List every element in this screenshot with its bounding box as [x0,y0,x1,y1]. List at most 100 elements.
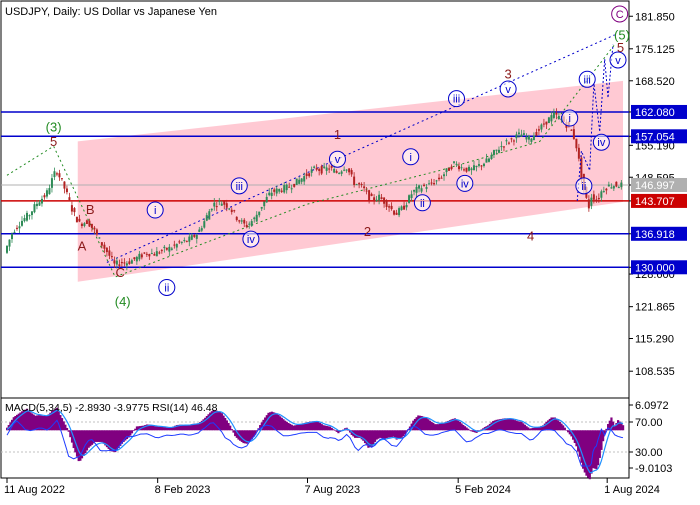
candle-body [6,245,8,253]
macd-bar [397,430,400,440]
macd-bar [184,425,187,431]
candle-body [400,206,403,211]
macd-bar [383,430,387,439]
macd-bar [122,430,125,442]
wave-label-20: i [568,113,570,125]
macd-bar [130,430,134,434]
trend-lines [6,34,616,278]
macd-bar [20,411,24,431]
macd-bar [259,425,262,431]
candle-body [153,254,156,256]
macd-bar [472,430,475,432]
macd-bar [590,430,593,474]
candle-body [73,208,76,213]
candle-body [315,168,318,170]
macd-bar [142,425,145,431]
candle-body [75,216,78,223]
candle-body [527,135,530,140]
macd-bar [435,424,438,431]
macd-bar [249,430,252,441]
macd-bar [62,421,65,431]
candle-body [188,236,191,242]
macd-bar [214,410,217,431]
macd-bar [80,430,84,459]
candle-body [408,195,411,203]
candle-body [168,246,171,252]
candle-body [285,184,288,191]
macd-bar [322,425,325,431]
price-tag-0: 146.997 [635,180,675,192]
candle-body [118,264,121,266]
macd-bar [465,427,468,431]
candle-body [208,211,211,220]
macd-bar [185,425,189,431]
macd-bar [525,426,528,431]
macd-bar [235,430,238,438]
macd-bar [423,417,427,431]
candle-body [597,197,600,200]
macd-bar [537,427,540,431]
price-tick-label-12: 121.865 [635,302,675,314]
macd-bar [39,415,42,431]
macd-bar [578,430,581,457]
wave-label-3: A [78,238,87,253]
candle-body [343,169,346,171]
macd-bar [229,425,232,431]
candle-body [193,234,196,237]
macd-bar [548,418,551,431]
macd-bar [355,430,358,438]
candle-body [557,116,560,119]
wave-label-9: iv [247,234,255,246]
macd-bar [358,430,362,438]
macd-histogram [6,407,625,480]
macd-bar [502,418,505,431]
macd-bar [297,424,300,431]
macd-bar [603,430,606,434]
macd-bar [373,430,377,442]
macd-bar [217,411,220,431]
candle-body [138,253,141,260]
macd-bar [64,424,67,431]
candle-body [373,197,376,201]
candle-body [263,201,266,207]
candle-body [390,205,393,210]
macd-bar [490,422,493,431]
macd-bar [187,425,190,431]
candle-body [218,200,221,202]
macd-bar [378,430,382,438]
macd-bar [427,419,430,431]
macd-bar [608,420,611,431]
macd-bar [25,408,29,431]
candle-body [590,197,593,206]
candle-body [345,169,348,171]
candle-body [268,192,271,196]
macd-bar [617,420,620,431]
candle-body [453,161,456,163]
candle-body [123,262,126,264]
candle-body [410,194,413,198]
candle-body [70,205,73,212]
macd-bar [234,430,237,437]
wave-circle-27 [611,5,629,23]
macd-bar [292,425,295,431]
macd-bar [368,430,372,448]
macd-bar [99,430,102,442]
macd-bar [493,420,497,431]
candle-body [572,129,575,140]
horizontal-levels [1,111,629,269]
candle-body [333,168,336,173]
candle-body [470,168,473,171]
macd-bar [247,430,250,443]
candle-body [587,199,590,209]
macd-bar [52,409,55,431]
candle-body [433,183,436,185]
wave-circle-16 [456,174,474,192]
macd-bar [307,421,310,431]
macd-bar [70,430,74,443]
macd-bar [552,417,555,431]
macd-bar [382,430,385,439]
candle-body [105,247,108,253]
time-tick-label-2: 7 Aug 2023 [305,484,361,496]
candle-body [492,150,495,155]
macd-bar [232,430,235,433]
